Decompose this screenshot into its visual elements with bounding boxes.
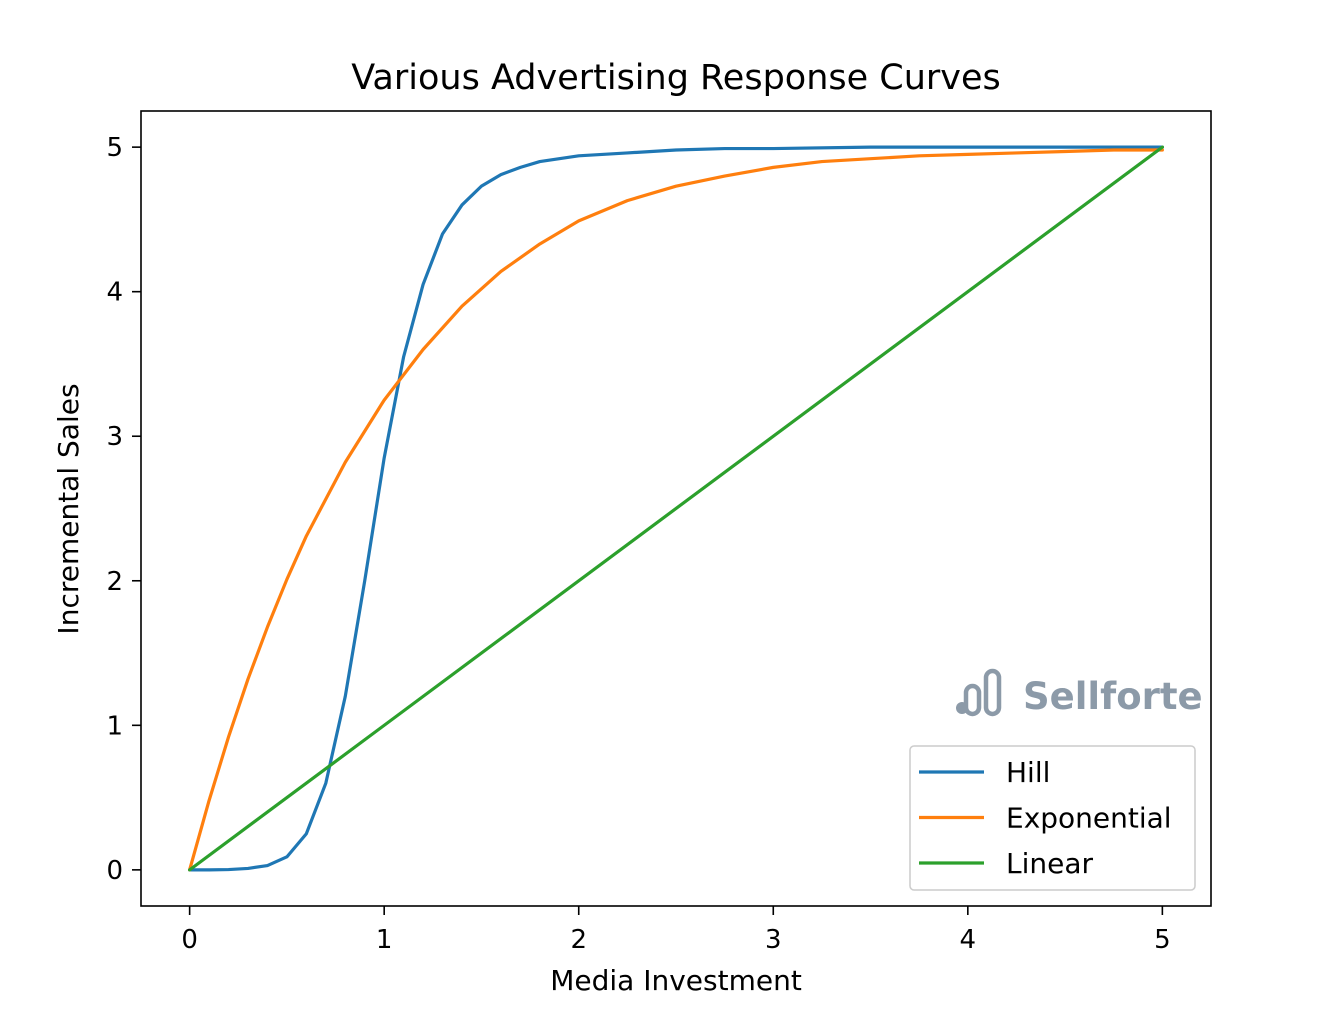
y-tick-label: 2 xyxy=(106,567,123,597)
plot-frame xyxy=(140,110,1212,907)
y-axis-title: Incremental Sales xyxy=(52,383,85,634)
sellforte-logo-icon xyxy=(956,668,1002,717)
y-tick-label: 4 xyxy=(106,278,123,308)
x-tick-label: 4 xyxy=(960,925,977,955)
x-tick-label: 2 xyxy=(570,925,587,955)
y-tick-label: 1 xyxy=(106,711,123,741)
watermark-brand-text: Sellforte xyxy=(1023,675,1203,718)
y-tick-label: 3 xyxy=(106,422,123,452)
legend-box xyxy=(909,745,1196,891)
chart-title: Various Advertising Response Curves xyxy=(351,58,1001,98)
sellforte-watermark: Sellforte xyxy=(956,668,1203,718)
x-tick-label: 0 xyxy=(181,925,198,955)
x-axis-ticks: 0 1 2 3 4 5 xyxy=(181,906,1171,955)
legend-label-linear: Linear xyxy=(1006,847,1094,880)
x-tick-label: 1 xyxy=(376,925,393,955)
x-tick-label: 3 xyxy=(765,925,782,955)
legend-label-exponential: Exponential xyxy=(1006,802,1172,835)
x-tick-label: 5 xyxy=(1154,925,1171,955)
legend-label-hill: Hill xyxy=(1006,756,1050,789)
series-line-exponential xyxy=(188,148,1164,872)
y-tick-label: 5 xyxy=(106,133,123,163)
series-line-hill xyxy=(188,145,1164,872)
legend: Hill Exponential Linear xyxy=(909,745,1196,891)
series-line-linear xyxy=(188,145,1164,872)
y-axis-ticks: 0 1 2 3 4 5 xyxy=(106,133,141,886)
series-layer xyxy=(188,145,1164,872)
x-axis-title: Media Investment xyxy=(550,964,802,997)
y-tick-label: 0 xyxy=(106,856,123,886)
